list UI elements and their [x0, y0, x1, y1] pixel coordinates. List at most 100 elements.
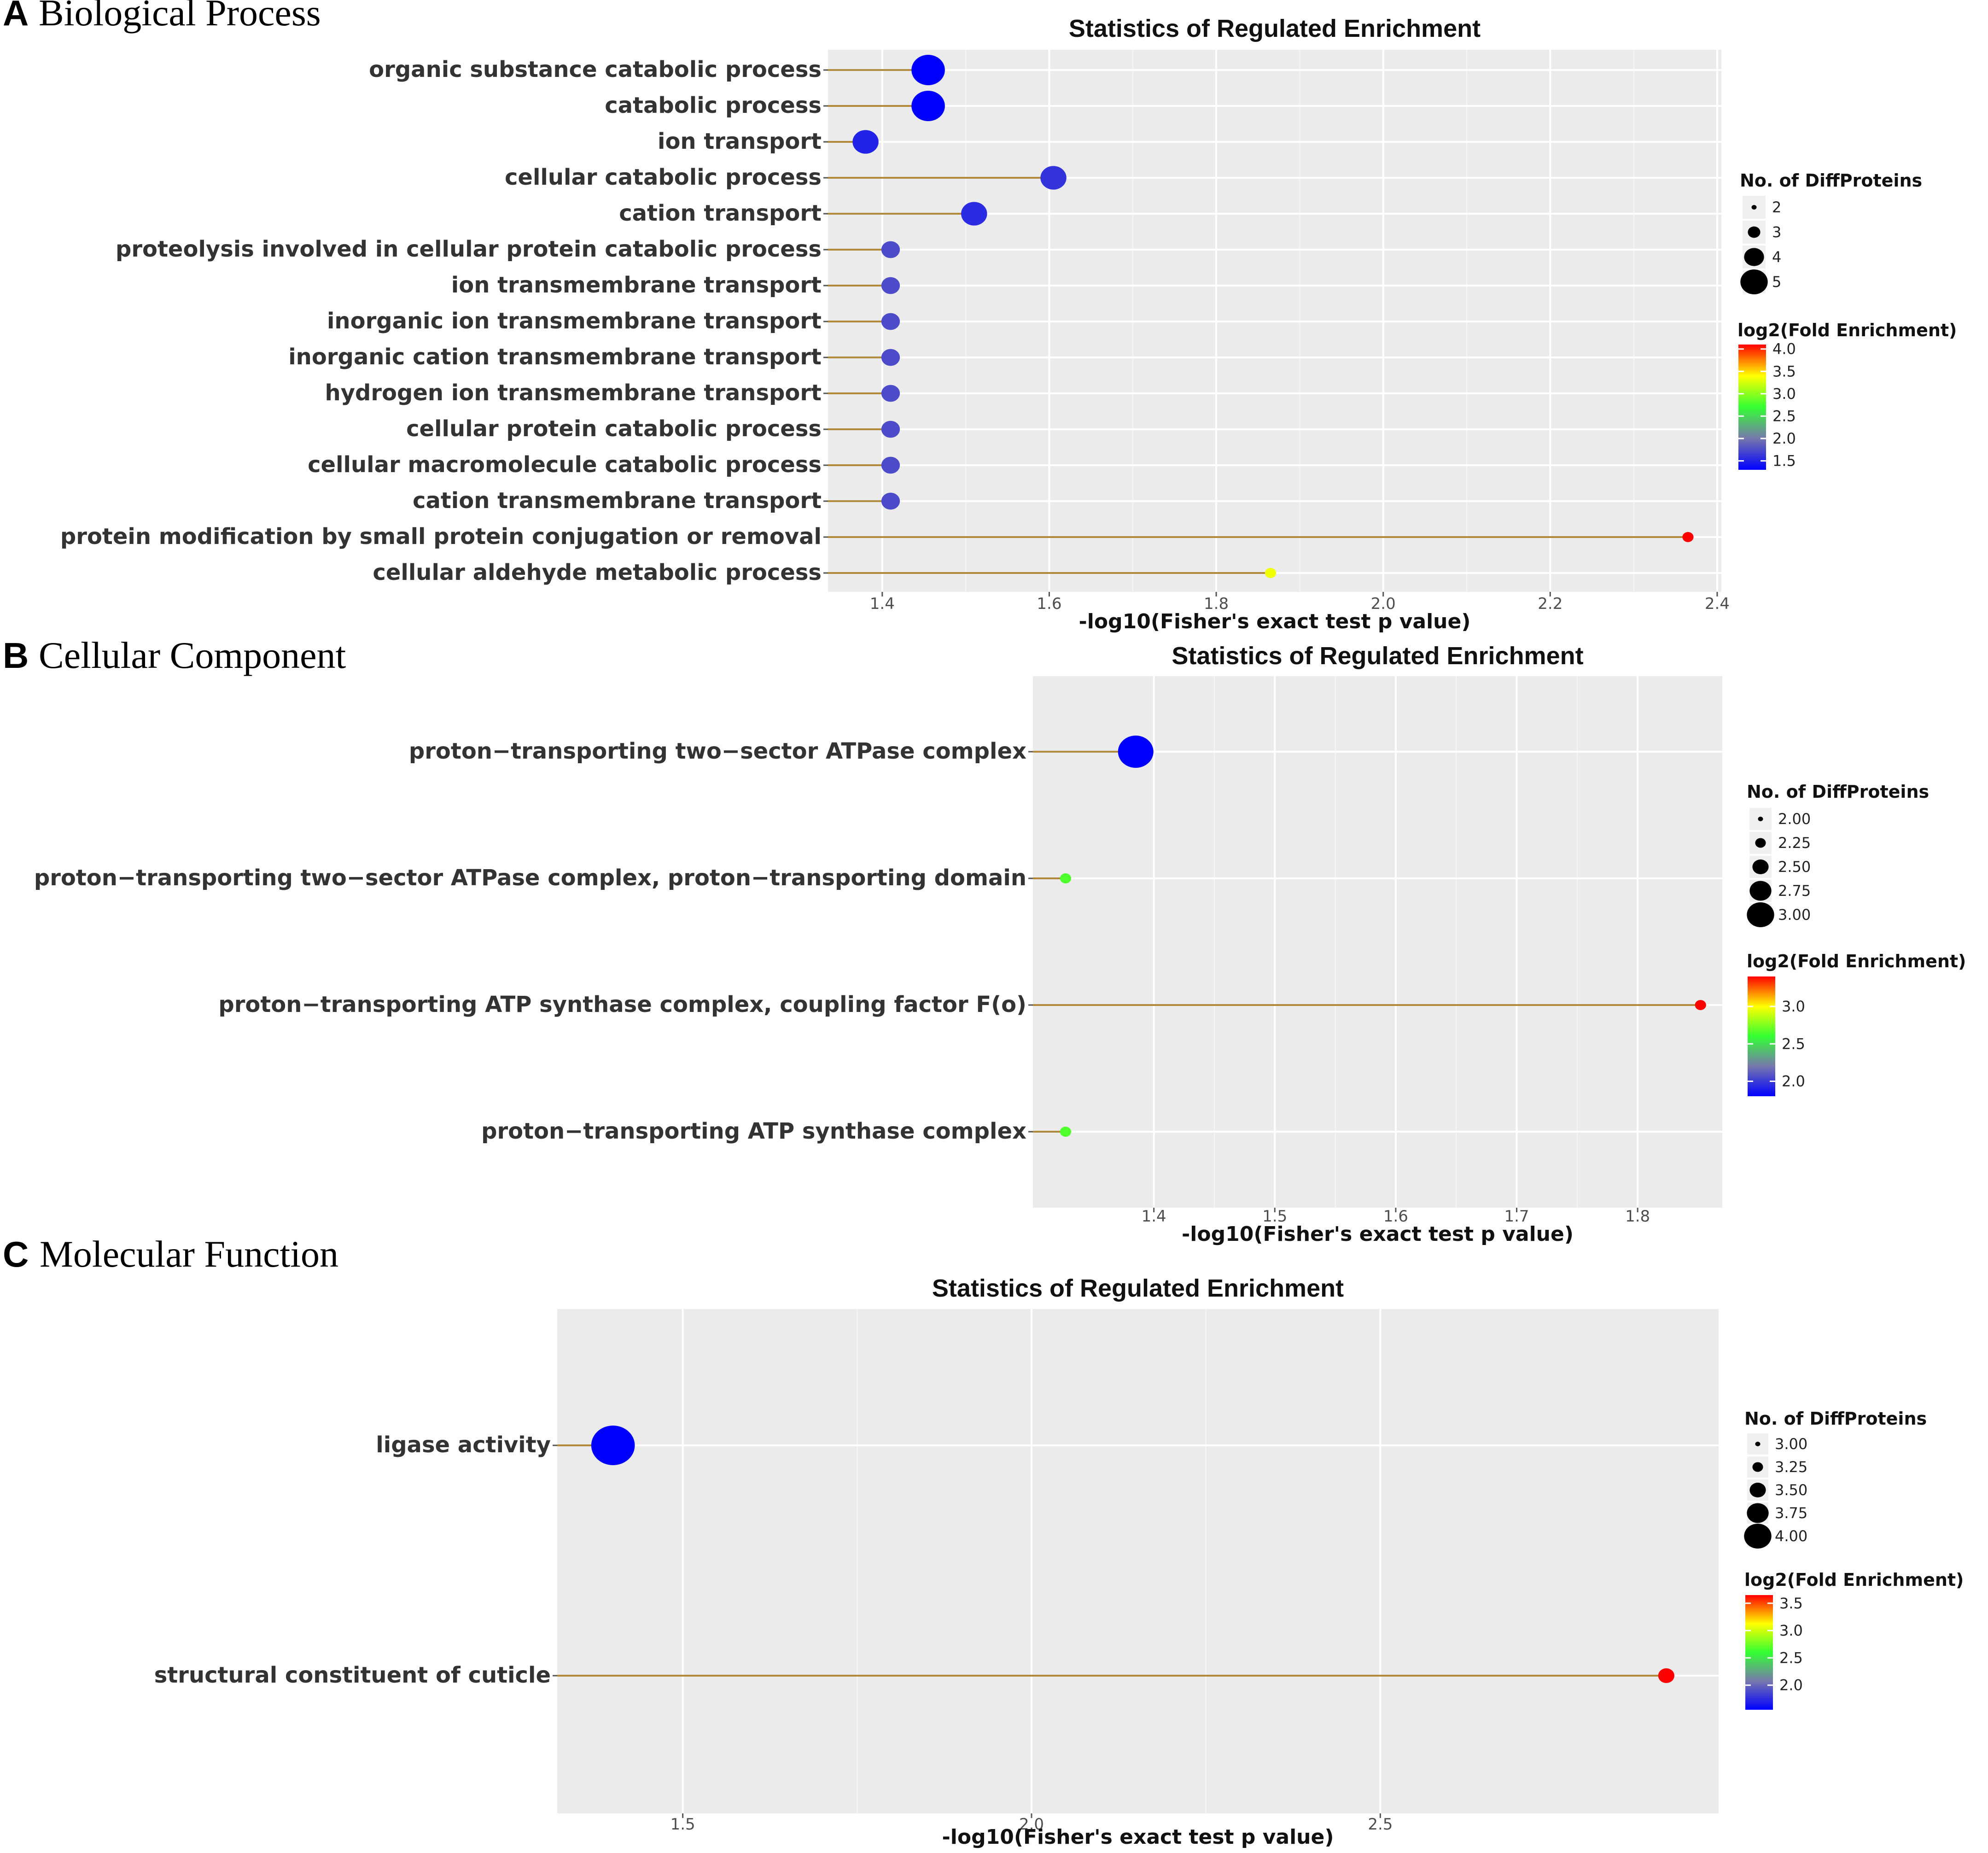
size-legend-dot: [1758, 817, 1763, 821]
size-legend-label: 3.00: [1775, 1435, 1807, 1453]
size-legend-dot: [1749, 881, 1772, 901]
category-label: hydrogen ion transmembrane transport: [325, 380, 822, 406]
color-legend-bar: [1748, 976, 1775, 1096]
chart-title: Statistics of Regulated Enrichment: [1069, 15, 1481, 42]
data-point: [881, 492, 900, 510]
color-legend-label: 2.5: [1779, 1649, 1803, 1666]
size-legend-label: 4.00: [1775, 1527, 1807, 1545]
size-legend-dot: [1749, 1483, 1766, 1497]
category-label: inorganic cation transmembrane transport: [288, 344, 822, 370]
size-legend-label: 3: [1772, 223, 1781, 241]
data-point: [1658, 1668, 1674, 1683]
category-label: ion transport: [658, 129, 822, 154]
size-legend-dot: [1740, 269, 1768, 294]
color-legend-bar: [1738, 345, 1766, 470]
size-legend-label: 2.75: [1778, 882, 1811, 900]
color-legend-label: 3.0: [1779, 1622, 1803, 1639]
panel-b: B Cellular Component Statistics of Regulat…: [3, 634, 1966, 1246]
color-legend-bar: [1745, 1595, 1773, 1710]
color-legend-title: log2(Fold Enrichment): [1744, 1570, 1964, 1590]
size-legend-label: 2.50: [1778, 858, 1811, 876]
size-legend-dot: [1747, 902, 1774, 927]
chart-title: Statistics of Regulated Enrichment: [932, 1274, 1344, 1302]
category-label: proton−transporting two−sector ATPase co…: [409, 738, 1026, 764]
category-label: proton−transporting two−sector ATPase co…: [34, 865, 1026, 891]
panel-name: Molecular Function: [40, 1233, 338, 1275]
x-tick-label: 1.8: [1625, 1207, 1650, 1226]
data-point: [1695, 1000, 1706, 1010]
x-tick-label: 1.6: [1383, 1207, 1408, 1226]
color-legend-label: 3.0: [1772, 385, 1796, 403]
size-legend-dot: [1752, 1462, 1763, 1472]
category-label: organic substance catabolic process: [369, 57, 822, 82]
size-legend-label: 2.00: [1778, 810, 1811, 828]
x-tick-label: 1.4: [1142, 1207, 1166, 1226]
size-legend-dot: [1752, 859, 1769, 874]
color-legend-title: log2(Fold Enrichment): [1747, 951, 1966, 971]
panel-a: A Biological Process Statistics of Regulat…: [3, 0, 1957, 633]
data-point: [911, 55, 945, 85]
category-label: cellular protein catabolic process: [406, 416, 822, 442]
size-legend-dot: [1744, 1524, 1772, 1549]
data-point: [961, 202, 987, 226]
data-point: [1040, 166, 1067, 190]
x-tick-label: 1.5: [670, 1815, 695, 1834]
x-tick-label: 2.0: [1371, 595, 1396, 613]
plot-background: [557, 1309, 1719, 1813]
category-label: ion transmembrane transport: [451, 272, 822, 298]
size-legend-label: 4: [1772, 248, 1781, 266]
size-legend-label: 3.00: [1778, 906, 1811, 924]
x-tick-label: 1.5: [1262, 1207, 1287, 1226]
data-point: [881, 241, 900, 258]
size-legend-dot: [1751, 205, 1757, 210]
panel-name: Cellular Component: [39, 634, 346, 676]
color-legend-label: 2.5: [1782, 1035, 1805, 1052]
size-legend-label: 3.25: [1775, 1458, 1807, 1476]
color-legend-label: 2.0: [1782, 1073, 1805, 1090]
size-legend-label: 3.75: [1775, 1504, 1807, 1522]
size-legend-title: No. of DiffProteins: [1740, 170, 1922, 191]
category-label: cellular catabolic process: [505, 164, 822, 190]
x-tick-label: 1.8: [1204, 595, 1229, 613]
x-axis-label: -log10(Fisher's exact test p value): [942, 1825, 1334, 1849]
color-legend-label: 4.0: [1772, 340, 1796, 358]
data-point: [591, 1426, 635, 1465]
category-label: cellular aldehyde metabolic process: [373, 560, 822, 585]
color-legend-label: 3.5: [1772, 362, 1796, 380]
category-label: inorganic ion transmembrane transport: [327, 308, 822, 334]
size-legend-dot: [1747, 1503, 1769, 1523]
size-legend-label: 2.25: [1778, 834, 1811, 852]
category-label: proton−transporting ATP synthase complex…: [218, 992, 1026, 1017]
size-legend-dot: [1755, 838, 1766, 848]
color-legend-title: log2(Fold Enrichment): [1737, 320, 1957, 340]
data-point: [1682, 532, 1694, 542]
size-legend-title: No. of DiffProteins: [1744, 1409, 1927, 1429]
x-axis-label: -log10(Fisher's exact test p value): [1182, 1222, 1574, 1246]
x-tick-label: 2.2: [1538, 595, 1562, 613]
category-label: catabolic process: [605, 93, 822, 118]
data-point: [852, 130, 879, 154]
size-legend-dot: [1755, 1442, 1761, 1446]
x-tick-label: 1.6: [1037, 595, 1061, 613]
color-legend-label: 3.0: [1782, 998, 1805, 1015]
category-label: ligase activity: [376, 1432, 551, 1458]
category-label: proton−transporting ATP synthase complex: [481, 1118, 1026, 1144]
panel-name: Biological Process: [39, 0, 321, 34]
data-point: [881, 349, 900, 366]
data-point: [881, 385, 900, 402]
color-legend-label: 1.5: [1772, 452, 1796, 470]
data-point: [1265, 568, 1277, 578]
size-legend-title: No. of DiffProteins: [1747, 782, 1929, 802]
color-legend-label: 3.5: [1779, 1595, 1803, 1612]
category-label: cation transport: [619, 200, 822, 226]
data-point: [881, 421, 900, 438]
x-tick-label: 2.5: [1368, 1815, 1393, 1834]
data-point: [881, 277, 900, 294]
category-label: proteolysis involved in cellular protein…: [116, 236, 822, 262]
plot-background: [1033, 676, 1722, 1208]
size-legend-label: 5: [1772, 273, 1781, 291]
size-legend-label: 2: [1772, 199, 1781, 216]
panel-c: C Molecular Function Statistics of Regulat…: [3, 1233, 1964, 1849]
size-legend-label: 3.50: [1775, 1481, 1807, 1499]
